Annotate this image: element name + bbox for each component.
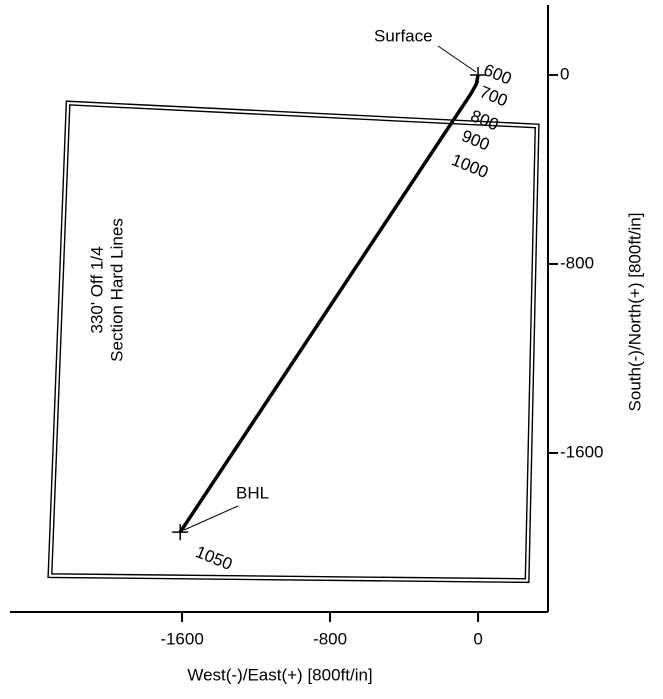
annotation: Surface bbox=[374, 26, 433, 45]
x-tick-label: 0 bbox=[473, 629, 482, 648]
x-tick-label: -800 bbox=[313, 629, 347, 648]
hard-line-label: Section Hard Lines bbox=[107, 218, 126, 362]
y-tick-label: 0 bbox=[560, 64, 569, 83]
depth-label: 1050 bbox=[193, 542, 235, 574]
x-axis-title: West(-)/East(+) [800ft/in] bbox=[187, 665, 372, 684]
y-tick-label: -800 bbox=[560, 253, 594, 272]
leader-line bbox=[437, 45, 477, 73]
depth-label: 1000 bbox=[449, 150, 491, 182]
x-tick-label: -1600 bbox=[160, 629, 203, 648]
hard-line-inner bbox=[48, 101, 539, 582]
cross-marker bbox=[470, 66, 487, 83]
annotation: BHL bbox=[236, 483, 269, 502]
y-axis-title: South(-)/North(+) [800ft/in] bbox=[625, 213, 644, 412]
hard-line-label: 330' Off 1/4 bbox=[87, 246, 106, 333]
cross-marker bbox=[172, 524, 189, 541]
wellbore bbox=[178, 74, 480, 534]
leader-line bbox=[183, 505, 239, 531]
y-tick-label: -1600 bbox=[560, 442, 603, 461]
